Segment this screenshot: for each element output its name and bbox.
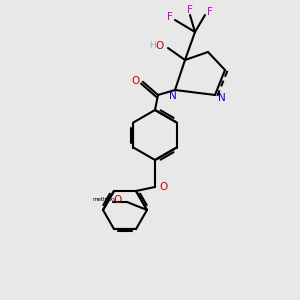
- Text: O: O: [132, 76, 140, 86]
- Text: F: F: [187, 5, 193, 15]
- Text: O: O: [159, 182, 167, 192]
- Text: O: O: [156, 41, 164, 51]
- Text: F: F: [167, 12, 173, 22]
- Text: H: H: [148, 41, 155, 50]
- Text: methoxy: methoxy: [93, 197, 117, 202]
- Text: O: O: [113, 195, 121, 205]
- Text: F: F: [207, 7, 213, 17]
- Text: N: N: [169, 91, 177, 101]
- Text: N: N: [218, 93, 226, 103]
